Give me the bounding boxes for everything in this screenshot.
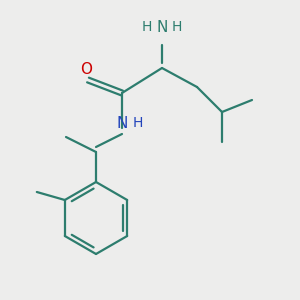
Text: H: H xyxy=(133,116,143,130)
Text: O: O xyxy=(80,62,92,77)
Text: N: N xyxy=(156,20,168,34)
Text: H: H xyxy=(142,20,152,34)
Text: H: H xyxy=(172,20,182,34)
Text: N: N xyxy=(116,116,128,130)
